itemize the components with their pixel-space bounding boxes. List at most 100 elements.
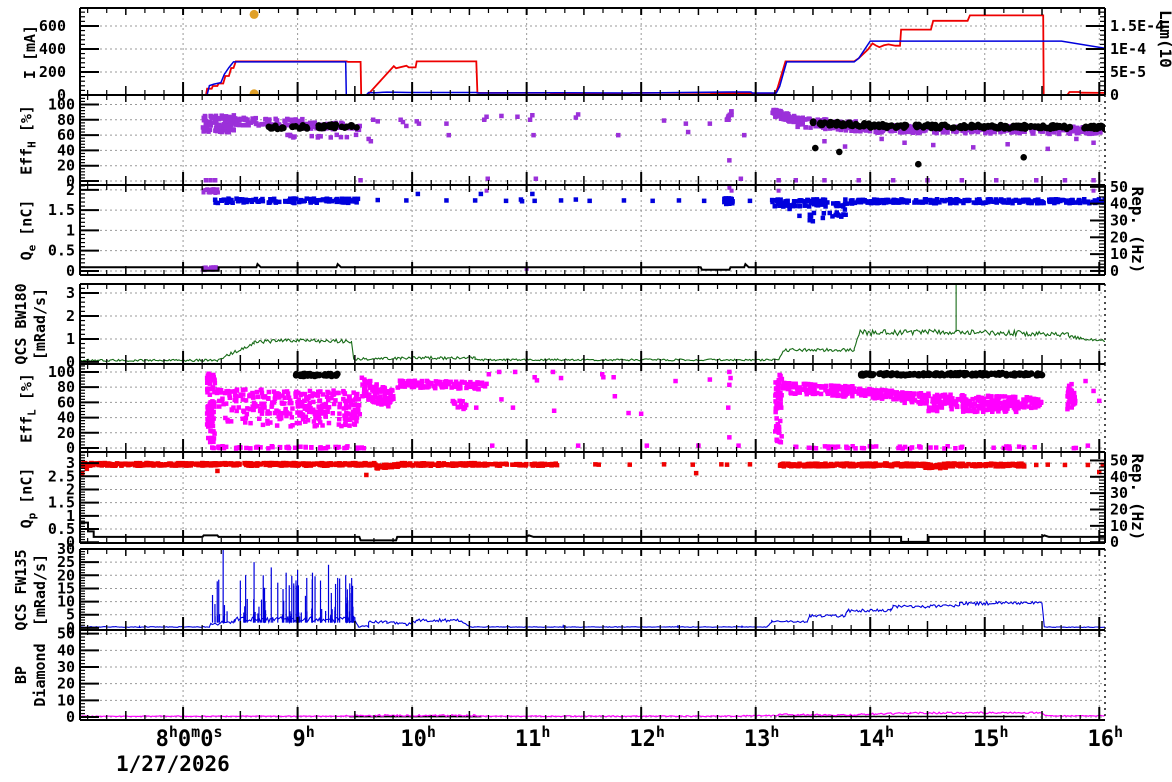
- ytick-label: 0: [66, 262, 75, 280]
- series-q-e-purple: [200, 187, 220, 273]
- ytick-label: 1: [66, 507, 75, 525]
- ytick-label: 50: [57, 625, 75, 643]
- hour-label: 13h: [744, 723, 780, 752]
- hour-label: 14h: [858, 723, 894, 752]
- series-qcs-fw135-blips: [138, 624, 743, 628]
- ytick-label: 60: [57, 393, 75, 411]
- ytick-label: 1: [66, 221, 75, 239]
- ytick-label: 0: [57, 86, 66, 104]
- right-ytick-label: 40: [1110, 468, 1128, 486]
- ytick-label: 2.5: [48, 467, 75, 485]
- right-ytick-label: 10: [1110, 517, 1128, 535]
- ytick-label: 100: [48, 363, 75, 381]
- hour-label: 9h: [292, 723, 314, 752]
- ytick-label: 400: [39, 40, 66, 58]
- panel-eff-h-axes: [79, 94, 1106, 186]
- ylabel-qcs-fw135-line2: [mRad/s]: [30, 553, 49, 626]
- ylabel-bp-diamond-line1: BP: [11, 665, 30, 685]
- series-q-p-red: [80, 460, 1027, 471]
- right-ytick-label: 50: [1110, 451, 1128, 469]
- ytick-label: 2: [66, 480, 75, 498]
- ytick-label: 1: [66, 330, 75, 348]
- panel-q-positron-series: [80, 460, 1105, 543]
- series-marker-orange: [249, 9, 259, 95]
- gridlines: [80, 8, 1105, 720]
- ytick-label: 60: [57, 126, 75, 144]
- series-eff-l-magenta-singles: [474, 369, 1102, 448]
- ytick-label: 0.5: [48, 242, 75, 260]
- ytick-label: 0: [66, 439, 75, 457]
- ytick-label: 25: [57, 553, 75, 571]
- panel-beam-current-series: [80, 9, 1105, 95]
- ytick-label: 2: [66, 307, 75, 325]
- ylabel-beam-current: I [mA]: [21, 24, 39, 79]
- ytick-label: 40: [57, 409, 75, 427]
- ytick-label: 30: [57, 540, 75, 558]
- ytick-label: 10: [57, 593, 75, 611]
- ytick-label: 1.5: [48, 201, 75, 219]
- hour-label: 15h: [973, 723, 1009, 752]
- series-eff-l-black: [292, 369, 1046, 380]
- right-ytick-label: 20: [1110, 228, 1128, 246]
- right-ytick-label: 20: [1110, 501, 1128, 519]
- series-current-red: [80, 14, 1105, 95]
- date-label: 1/27/2026: [116, 752, 230, 776]
- series-eff-h-black: [265, 118, 1105, 133]
- ytick-label: 0: [66, 533, 75, 551]
- ytick-label: 40: [57, 641, 75, 659]
- series-q-p-red-singles: [80, 462, 1105, 478]
- ytick-label: 5: [66, 606, 75, 624]
- panel-bp-diamond-series: [80, 711, 1105, 718]
- tick-labels: 020040060005E-51E-41.5E-402040608010000.…: [39, 17, 1164, 752]
- panel-q-electron-axes: [79, 184, 1106, 276]
- ytick-label: 20: [57, 566, 75, 584]
- ytick-label: 80: [57, 378, 75, 396]
- right-ytick-label: 50: [1110, 178, 1128, 196]
- right-ytick-label: 0: [1110, 86, 1119, 104]
- ytick-label: 100: [48, 95, 75, 113]
- series-qcs-fw135-spikes: [211, 549, 355, 623]
- panel-eff-h-series: [200, 107, 1105, 183]
- ylabel-qcs-bw180-line1: QCS BW180: [11, 283, 30, 365]
- series-rep-rate-positron: [80, 521, 1105, 543]
- panel-q-electron-series: [80, 185, 1105, 273]
- hour-label: 8h0m0s: [156, 723, 223, 752]
- hour-label: 11h: [515, 723, 551, 752]
- right-ytick-label: 40: [1110, 195, 1128, 213]
- series-current-blue: [80, 40, 1105, 95]
- panel-qcs-fw135-axes: [79, 548, 1106, 631]
- series-eff-h-black-outliers: [812, 144, 1027, 168]
- right-ytick-label: 0: [1110, 533, 1119, 551]
- axes-layer: [79, 7, 1106, 721]
- ytick-label: 20: [57, 157, 75, 175]
- right-axis-title-luminosity: Lum(10: [1156, 10, 1172, 68]
- ytick-label: 30: [57, 658, 75, 676]
- panel-bp-diamond-axes: [79, 629, 1106, 721]
- panel-q-positron-axes: [79, 451, 1106, 544]
- right-ytick-label: 1E-4: [1110, 40, 1146, 58]
- ytick-label: 80: [57, 111, 75, 129]
- ytick-label: 200: [39, 63, 66, 81]
- series-eff-l-magenta: [204, 371, 1079, 451]
- ytick-label: 0: [66, 708, 75, 726]
- right-ytick-label: 5E-5: [1110, 63, 1146, 81]
- ylabel-q-positron: Qp [nC]: [17, 467, 39, 528]
- ytick-label: 0: [66, 619, 75, 637]
- hour-label: 12h: [629, 723, 665, 752]
- series-q-e-blue-singles: [375, 191, 753, 204]
- right-ytick-label: 30: [1110, 484, 1128, 502]
- right-ytick-label: 0: [1110, 262, 1119, 280]
- series-layer: [80, 9, 1105, 718]
- series-qcs-bw180-green: [80, 328, 1105, 363]
- ytick-label: 0: [66, 172, 75, 190]
- ylabel-q-electron: Qe [nC]: [17, 199, 39, 261]
- ytick-label: 1.5: [48, 494, 75, 512]
- ytick-label: 3: [66, 284, 75, 302]
- ytick-label: 15: [57, 579, 75, 597]
- right-ytick-label: 1.5E-4: [1110, 17, 1164, 35]
- right-ytick-label: 10: [1110, 245, 1128, 263]
- ylabel-qcs-bw180-line2: [mRad/s]: [30, 287, 49, 361]
- right-axis-title-rep-rate-electron: Rep. (Hz): [1128, 186, 1147, 274]
